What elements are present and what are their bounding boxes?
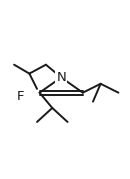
Text: F: F <box>17 90 24 103</box>
Text: N: N <box>56 71 66 84</box>
